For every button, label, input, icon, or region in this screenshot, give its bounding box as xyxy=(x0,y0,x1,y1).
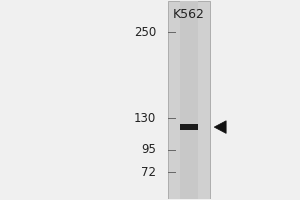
Bar xyxy=(180,1,198,199)
Text: 95: 95 xyxy=(141,143,156,156)
Bar xyxy=(168,1,210,199)
Text: 130: 130 xyxy=(134,112,156,125)
Text: 250: 250 xyxy=(134,26,156,39)
Text: K562: K562 xyxy=(173,8,205,21)
Text: 72: 72 xyxy=(141,166,156,179)
Polygon shape xyxy=(214,121,226,133)
Bar xyxy=(180,124,198,130)
